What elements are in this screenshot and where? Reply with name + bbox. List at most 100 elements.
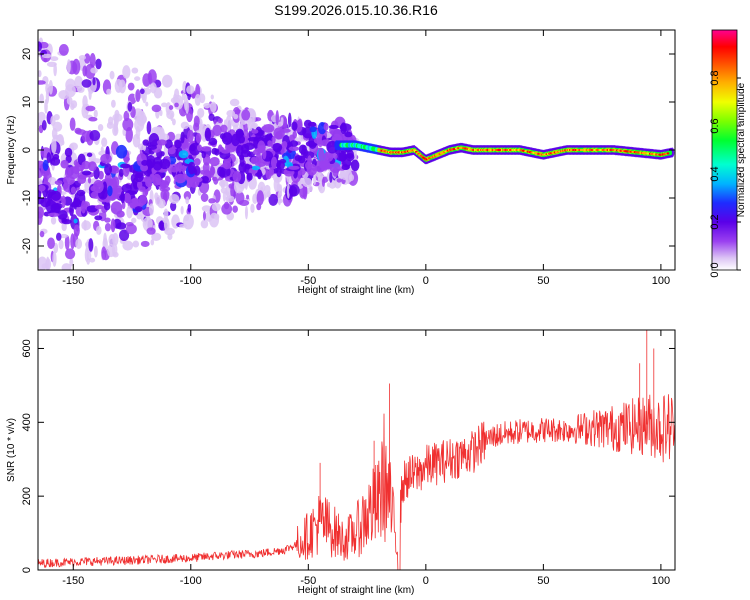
spectrogram-band-blob (328, 124, 339, 129)
spectrogram-noise-blob (38, 256, 48, 270)
spectrogram-noise-blob (179, 223, 187, 228)
spectrogram-band-blob (193, 177, 203, 183)
spectrogram-noise-blob (89, 129, 101, 142)
spectrogram-noise-blob (114, 79, 123, 93)
spectrogram-noise-blob (136, 110, 147, 127)
spectrogram-band-blob (98, 170, 104, 180)
spectrogram-band-blob (123, 192, 131, 204)
spectrogram-band-blob (180, 131, 185, 144)
spectrogram-x-tick-label: -150 (62, 275, 84, 287)
spectrogram-band-blob (132, 202, 144, 208)
spectrogram-noise-blob (87, 177, 92, 184)
spectrogram-noise-blob (66, 59, 71, 74)
spectrogram-band-blob (244, 164, 253, 170)
spectrogram-noise-blob (132, 240, 140, 248)
spectrogram-band-blob (157, 181, 170, 186)
spectrogram-noise-blob (229, 98, 240, 107)
snr-x-tick-label: -150 (62, 575, 84, 587)
spectrogram-band-blob (344, 131, 353, 138)
spectrogram-y-tick-label: 0 (21, 147, 33, 153)
spectrogram-noise-blob (72, 58, 81, 75)
spectrogram-noise-blob (201, 205, 212, 212)
spectrogram-band-blob (302, 151, 315, 159)
spectrogram-band-blob (294, 154, 303, 162)
spectrogram-noise-blob (288, 185, 298, 197)
spectrogram-noise-blob (81, 220, 92, 231)
spectrogram-band-blob (212, 176, 218, 182)
spectrogram-noise-blob (146, 121, 152, 135)
spectrogram-noise-blob (65, 84, 76, 98)
spectrogram-noise-blob (84, 53, 91, 64)
spectrogram-noise-blob (88, 116, 98, 122)
spectrogram-noise-blob (104, 223, 111, 232)
spectrogram-noise-blob (69, 117, 76, 131)
spectrogram-band-blob (178, 150, 189, 159)
spectrogram-noise-blob (90, 67, 98, 74)
spectrogram-noise-blob (39, 230, 45, 238)
colorbar-tick-label: 0.0 (709, 262, 721, 277)
spectrogram-noise-blob (180, 205, 184, 215)
spectrogram-noise-blob (212, 124, 222, 137)
spectrogram-band-blob (270, 156, 278, 169)
spectrogram-noise-blob (163, 217, 170, 232)
spectrogram-band-blob (74, 192, 80, 202)
spectrogram-band-blob (219, 169, 226, 178)
spectrogram-noise-blob (191, 92, 196, 99)
spectrogram-noise-blob (170, 112, 174, 122)
spectrogram-band-blob (338, 150, 347, 162)
spectrogram-noise-blob (58, 239, 64, 250)
snr-x-tick-label: 0 (423, 575, 429, 587)
colorbar-label: Normalized spectral amplitude (736, 82, 747, 217)
spectrogram-band-blob (148, 132, 160, 147)
spectrogram-band-blob (177, 161, 183, 173)
spectrogram-noise-blob (45, 83, 50, 94)
spectrogram-band-blob (288, 165, 300, 170)
spectrogram-noise-blob (126, 205, 133, 219)
spectrogram-band-blob (64, 147, 73, 157)
spectrogram-band-blob (88, 161, 97, 172)
spectrogram-noise-blob (75, 238, 83, 250)
spectrogram-band-blob (123, 156, 130, 162)
spectrogram-noise-blob (122, 240, 134, 251)
spectrogram-noise-blob (122, 118, 134, 132)
spectrogram-band-blob (174, 139, 182, 149)
spectrogram-band-blob (134, 206, 143, 212)
spectrogram-band-blob (121, 183, 132, 193)
spectrogram-noise-blob (55, 134, 64, 143)
spectrogram-noise-blob (78, 54, 87, 61)
spectrogram-noise-blob (252, 193, 258, 205)
spectrogram-band-blob (278, 159, 287, 164)
spectrogram-noise-blob (275, 110, 279, 126)
spectrogram-band-blob (318, 147, 325, 162)
spectrogram-band-blob (120, 190, 125, 204)
spectrogram-noise-blob (131, 217, 137, 224)
spectrogram-noise-blob (82, 65, 88, 77)
spectrogram-noise-blob (38, 70, 42, 78)
spectrogram-noise-blob (127, 82, 135, 91)
spectrogram-band-blob (187, 161, 196, 175)
spectrogram-noise-blob (326, 182, 331, 188)
colorbar-tick-label: 0.6 (709, 118, 721, 133)
spectrogram-band-blob (50, 190, 61, 202)
spectrogram-band-blob (255, 151, 262, 165)
spectrogram-noise-blob (208, 113, 215, 121)
spectrogram-band-blob (47, 212, 60, 217)
spectrogram-band-blob (167, 147, 176, 155)
spectrogram-noise-blob (321, 178, 326, 187)
spectrogram-noise-blob (209, 101, 217, 113)
spectrogram-noise-blob (183, 215, 190, 222)
spectrogram-band-blob (346, 149, 354, 159)
spectrogram-band-blob (256, 169, 263, 180)
spectrogram-noise-blob (287, 112, 292, 128)
spectrogram-noise-blob (197, 107, 205, 118)
spectrogram-noise-blob (220, 124, 228, 133)
spectrogram-band-blob (306, 163, 318, 176)
spectrogram-noise-blob (199, 93, 206, 104)
snr-series-line (38, 330, 675, 570)
spectrogram-band-blob (323, 122, 329, 131)
snr-x-tick-label: 100 (652, 575, 670, 587)
spectrogram-noise-blob (139, 88, 145, 95)
spectrogram-band-blob (309, 126, 317, 133)
spectrogram-noise-blob (85, 105, 96, 112)
